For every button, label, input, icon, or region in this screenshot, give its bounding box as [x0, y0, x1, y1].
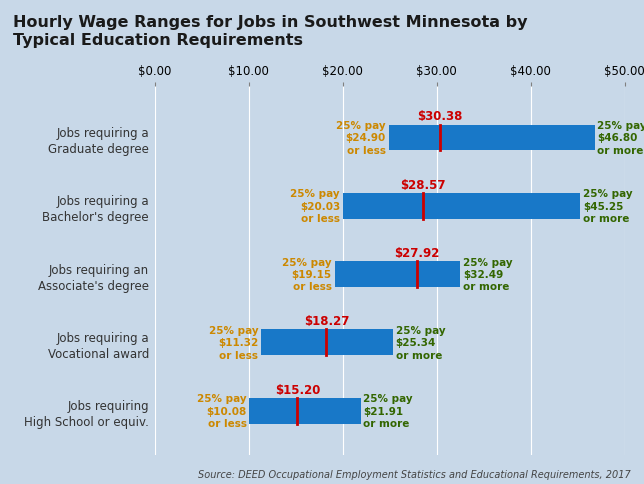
Text: $30.38: $30.38 [417, 110, 463, 123]
Text: 25% pay
$46.80
or more: 25% pay $46.80 or more [598, 121, 644, 155]
Bar [343, 194, 580, 219]
Text: 25% pay
$10.08
or less: 25% pay $10.08 or less [197, 393, 247, 428]
Text: 25% pay
$32.49
or more: 25% pay $32.49 or more [463, 257, 513, 292]
Text: $27.92: $27.92 [394, 246, 440, 259]
Text: Source: DEED Occupational Employment Statistics and Educational Requirements, 20: Source: DEED Occupational Employment Sta… [198, 469, 631, 479]
Text: 25% pay
$21.91
or more: 25% pay $21.91 or more [363, 393, 413, 428]
Bar [335, 261, 460, 287]
Text: Hourly Wage Ranges for Jobs in Southwest Minnesota by
Typical Education Requirem: Hourly Wage Ranges for Jobs in Southwest… [13, 15, 527, 48]
Bar [389, 125, 594, 151]
Text: $28.57: $28.57 [401, 179, 446, 191]
Text: $15.20: $15.20 [275, 383, 320, 396]
Bar [261, 330, 393, 356]
Text: 25% pay
$20.03
or less: 25% pay $20.03 or less [290, 189, 340, 224]
Text: 25% pay
$24.90
or less: 25% pay $24.90 or less [336, 121, 386, 155]
Text: 25% pay
$45.25
or more: 25% pay $45.25 or more [583, 189, 632, 224]
Bar [249, 398, 361, 424]
Text: 25% pay
$25.34
or more: 25% pay $25.34 or more [395, 325, 445, 360]
Text: 25% pay
$19.15
or less: 25% pay $19.15 or less [282, 257, 332, 292]
Text: 25% pay
$11.32
or less: 25% pay $11.32 or less [209, 325, 258, 360]
Text: $18.27: $18.27 [304, 315, 349, 328]
